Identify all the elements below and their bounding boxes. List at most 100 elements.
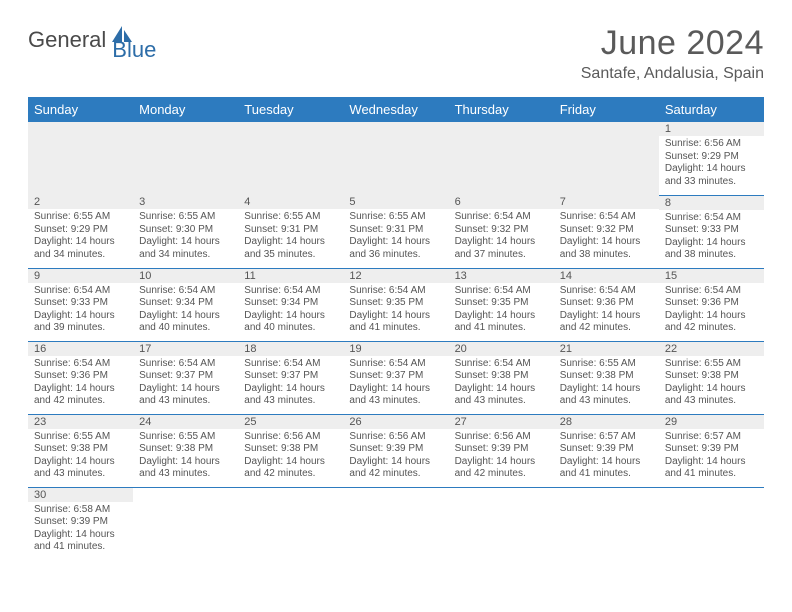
day-details: Sunrise: 6:56 AMSunset: 9:39 PMDaylight:… [449,429,554,484]
day-number: 30 [28,488,133,502]
title-block: June 2024 Santafe, Andalusia, Spain [581,24,764,83]
weekday-header: Thursday [449,97,554,122]
weekday-header: Wednesday [343,97,448,122]
calendar-cell: 18Sunrise: 6:54 AMSunset: 9:37 PMDayligh… [238,341,343,414]
calendar-cell: 23Sunrise: 6:55 AMSunset: 9:38 PMDayligh… [28,414,133,487]
calendar-week-row: 16Sunrise: 6:54 AMSunset: 9:36 PMDayligh… [28,341,764,414]
calendar-cell [238,487,343,560]
calendar-cell [554,122,659,195]
calendar-cell: 14Sunrise: 6:54 AMSunset: 9:36 PMDayligh… [554,268,659,341]
day-details: Sunrise: 6:54 AMSunset: 9:33 PMDaylight:… [659,210,764,265]
calendar-week-row: 23Sunrise: 6:55 AMSunset: 9:38 PMDayligh… [28,414,764,487]
month-title: June 2024 [581,24,764,63]
logo: General Blue [28,24,180,55]
calendar-cell: 6Sunrise: 6:54 AMSunset: 9:32 PMDaylight… [449,195,554,268]
day-details: Sunrise: 6:55 AMSunset: 9:38 PMDaylight:… [133,429,238,484]
calendar-cell: 10Sunrise: 6:54 AMSunset: 9:34 PMDayligh… [133,268,238,341]
calendar-cell: 3Sunrise: 6:55 AMSunset: 9:30 PMDaylight… [133,195,238,268]
day-details: Sunrise: 6:56 AMSunset: 9:38 PMDaylight:… [238,429,343,484]
weekday-header-row: SundayMondayTuesdayWednesdayThursdayFrid… [28,97,764,122]
day-number: 23 [28,415,133,429]
calendar-body: 1Sunrise: 6:56 AMSunset: 9:29 PMDaylight… [28,122,764,560]
calendar-cell [554,487,659,560]
calendar-cell: 27Sunrise: 6:56 AMSunset: 9:39 PMDayligh… [449,414,554,487]
calendar-cell [449,487,554,560]
day-details: Sunrise: 6:55 AMSunset: 9:38 PMDaylight:… [659,356,764,411]
day-details: Sunrise: 6:54 AMSunset: 9:38 PMDaylight:… [449,356,554,411]
day-details: Sunrise: 6:57 AMSunset: 9:39 PMDaylight:… [659,429,764,484]
day-details: Sunrise: 6:54 AMSunset: 9:32 PMDaylight:… [554,209,659,264]
calendar-week-row: 9Sunrise: 6:54 AMSunset: 9:33 PMDaylight… [28,268,764,341]
day-number: 13 [449,269,554,283]
calendar-cell [133,487,238,560]
weekday-header: Saturday [659,97,764,122]
calendar-cell: 26Sunrise: 6:56 AMSunset: 9:39 PMDayligh… [343,414,448,487]
day-details: Sunrise: 6:55 AMSunset: 9:38 PMDaylight:… [28,429,133,484]
day-number: 27 [449,415,554,429]
day-number: 14 [554,269,659,283]
day-details: Sunrise: 6:55 AMSunset: 9:30 PMDaylight:… [133,209,238,264]
calendar-cell: 21Sunrise: 6:55 AMSunset: 9:38 PMDayligh… [554,341,659,414]
day-number: 11 [238,269,343,283]
calendar-cell [449,122,554,195]
header: General Blue June 2024 Santafe, Andalusi… [28,24,764,83]
day-number: 8 [659,196,764,210]
calendar-cell: 13Sunrise: 6:54 AMSunset: 9:35 PMDayligh… [449,268,554,341]
day-details: Sunrise: 6:54 AMSunset: 9:37 PMDaylight:… [133,356,238,411]
day-details: Sunrise: 6:55 AMSunset: 9:29 PMDaylight:… [28,209,133,264]
day-details: Sunrise: 6:54 AMSunset: 9:35 PMDaylight:… [449,283,554,338]
day-details: Sunrise: 6:54 AMSunset: 9:34 PMDaylight:… [133,283,238,338]
day-number: 24 [133,415,238,429]
day-number: 18 [238,342,343,356]
day-number: 21 [554,342,659,356]
calendar-cell: 15Sunrise: 6:54 AMSunset: 9:36 PMDayligh… [659,268,764,341]
day-number: 5 [343,195,448,209]
weekday-header: Sunday [28,97,133,122]
day-number: 2 [28,195,133,209]
day-number: 3 [133,195,238,209]
calendar-cell: 12Sunrise: 6:54 AMSunset: 9:35 PMDayligh… [343,268,448,341]
calendar-cell: 11Sunrise: 6:54 AMSunset: 9:34 PMDayligh… [238,268,343,341]
calendar-cell: 5Sunrise: 6:55 AMSunset: 9:31 PMDaylight… [343,195,448,268]
day-details: Sunrise: 6:54 AMSunset: 9:33 PMDaylight:… [28,283,133,338]
day-number: 17 [133,342,238,356]
calendar-cell [343,122,448,195]
calendar-cell: 30Sunrise: 6:58 AMSunset: 9:39 PMDayligh… [28,487,133,560]
day-details: Sunrise: 6:56 AMSunset: 9:29 PMDaylight:… [659,136,764,191]
day-number: 7 [554,195,659,209]
logo-text-blue: Blue [112,37,156,63]
day-number: 15 [659,269,764,283]
calendar-cell: 25Sunrise: 6:56 AMSunset: 9:38 PMDayligh… [238,414,343,487]
calendar-cell: 22Sunrise: 6:55 AMSunset: 9:38 PMDayligh… [659,341,764,414]
calendar-cell: 24Sunrise: 6:55 AMSunset: 9:38 PMDayligh… [133,414,238,487]
calendar-cell [238,122,343,195]
calendar-cell [133,122,238,195]
calendar-cell: 19Sunrise: 6:54 AMSunset: 9:37 PMDayligh… [343,341,448,414]
weekday-header: Friday [554,97,659,122]
calendar-cell [28,122,133,195]
calendar-week-row: 30Sunrise: 6:58 AMSunset: 9:39 PMDayligh… [28,487,764,560]
calendar-cell: 8Sunrise: 6:54 AMSunset: 9:33 PMDaylight… [659,195,764,268]
calendar-cell [659,487,764,560]
calendar-cell: 17Sunrise: 6:54 AMSunset: 9:37 PMDayligh… [133,341,238,414]
calendar-week-row: 2Sunrise: 6:55 AMSunset: 9:29 PMDaylight… [28,195,764,268]
day-number: 28 [554,415,659,429]
calendar-cell: 4Sunrise: 6:55 AMSunset: 9:31 PMDaylight… [238,195,343,268]
calendar-cell: 9Sunrise: 6:54 AMSunset: 9:33 PMDaylight… [28,268,133,341]
day-number: 6 [449,195,554,209]
day-details: Sunrise: 6:58 AMSunset: 9:39 PMDaylight:… [28,502,133,557]
day-details: Sunrise: 6:54 AMSunset: 9:37 PMDaylight:… [343,356,448,411]
day-number: 4 [238,195,343,209]
day-number: 9 [28,269,133,283]
calendar-cell: 2Sunrise: 6:55 AMSunset: 9:29 PMDaylight… [28,195,133,268]
day-number: 19 [343,342,448,356]
day-number: 26 [343,415,448,429]
day-details: Sunrise: 6:54 AMSunset: 9:35 PMDaylight:… [343,283,448,338]
calendar-cell: 1Sunrise: 6:56 AMSunset: 9:29 PMDaylight… [659,122,764,195]
day-details: Sunrise: 6:54 AMSunset: 9:36 PMDaylight:… [554,283,659,338]
calendar-cell: 20Sunrise: 6:54 AMSunset: 9:38 PMDayligh… [449,341,554,414]
day-number: 10 [133,269,238,283]
day-details: Sunrise: 6:55 AMSunset: 9:31 PMDaylight:… [238,209,343,264]
day-number: 12 [343,269,448,283]
day-details: Sunrise: 6:54 AMSunset: 9:36 PMDaylight:… [659,283,764,338]
